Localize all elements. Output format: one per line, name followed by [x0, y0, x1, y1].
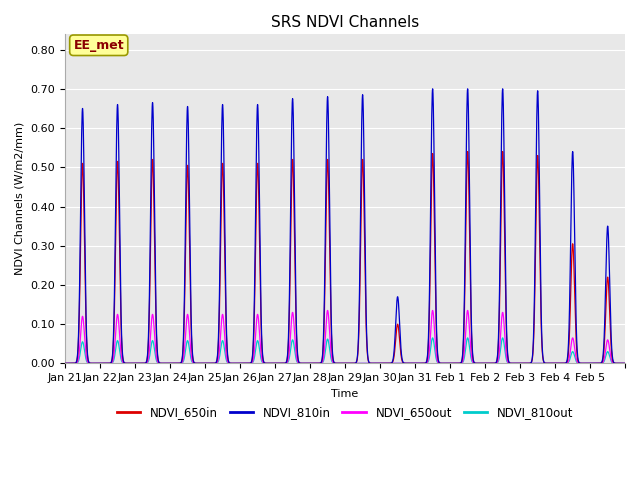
Text: EE_met: EE_met — [74, 39, 124, 52]
X-axis label: Time: Time — [332, 389, 358, 399]
Title: SRS NDVI Channels: SRS NDVI Channels — [271, 15, 419, 30]
Legend: NDVI_650in, NDVI_810in, NDVI_650out, NDVI_810out: NDVI_650in, NDVI_810in, NDVI_650out, NDV… — [112, 401, 578, 423]
Y-axis label: NDVI Channels (W/m2/mm): NDVI Channels (W/m2/mm) — [15, 122, 25, 276]
